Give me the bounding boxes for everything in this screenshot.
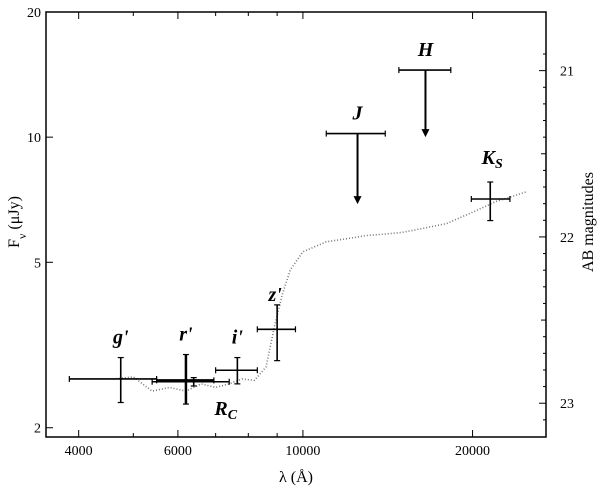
y-axis-label-unit: (μJy) [6, 196, 23, 233]
plot-frame [45, 11, 547, 438]
data-point-ks: KS [470, 147, 511, 222]
x-axis: 4000 6000 10000 20000 [65, 12, 490, 459]
x-tick-label: 4000 [65, 444, 93, 459]
band-label-sub: C [228, 408, 238, 423]
data-point-i: i' [215, 327, 258, 385]
y-tick-label: 2 [34, 422, 41, 437]
band-label: KS [481, 147, 503, 172]
band-label-main: r' [179, 324, 193, 346]
data-point-g: g' [68, 327, 158, 404]
y2-axis: 21 22 23 [539, 53, 574, 421]
y2-tick-label: 23 [560, 397, 574, 412]
model-spectrum-line [112, 190, 528, 392]
band-label-main: g' [112, 327, 129, 349]
band-label: g' [112, 327, 129, 349]
y2-axis-label: AB magnitudes [580, 172, 597, 272]
band-label-main: i' [232, 327, 244, 349]
data-point-r: r' [156, 324, 215, 405]
y-tick-label: 10 [27, 131, 41, 146]
band-label-main: z' [267, 284, 282, 306]
band-label-main: R [213, 398, 227, 420]
band-label: H [417, 39, 435, 61]
x-tick-label: 20000 [455, 444, 490, 459]
upper-limit-arrowhead [421, 129, 430, 138]
model-spectrum [112, 190, 528, 392]
data-point-z: z' [256, 284, 297, 362]
band-label: i' [232, 327, 244, 349]
band-label: z' [267, 284, 282, 306]
band-label-main: H [417, 39, 435, 61]
band-label-sub: S [495, 157, 503, 172]
data-point-j: J [325, 103, 386, 205]
band-label-main: K [481, 147, 497, 169]
band-label: RC [213, 398, 237, 423]
x-tick-label: 6000 [164, 444, 192, 459]
data-point-h: H [398, 39, 452, 138]
y-axis-label: Fν (μJy) [6, 196, 29, 248]
y-tick-label: 20 [27, 6, 41, 21]
y-axis: 2 5 10 20 [27, 6, 53, 437]
y-axis-label-sub: ν [15, 233, 29, 239]
x-tick-label: 10000 [285, 444, 320, 459]
data-point-rc: RC [151, 377, 238, 423]
x-axis-label: λ (Å) [279, 468, 313, 486]
y2-tick-label: 21 [560, 65, 574, 80]
upper-limit-arrowhead [353, 196, 362, 205]
band-label-main: J [352, 103, 364, 125]
band-label: r' [179, 324, 193, 346]
y-tick-label: 5 [34, 256, 41, 271]
y2-tick-label: 22 [560, 231, 574, 246]
band-label: J [352, 103, 364, 125]
